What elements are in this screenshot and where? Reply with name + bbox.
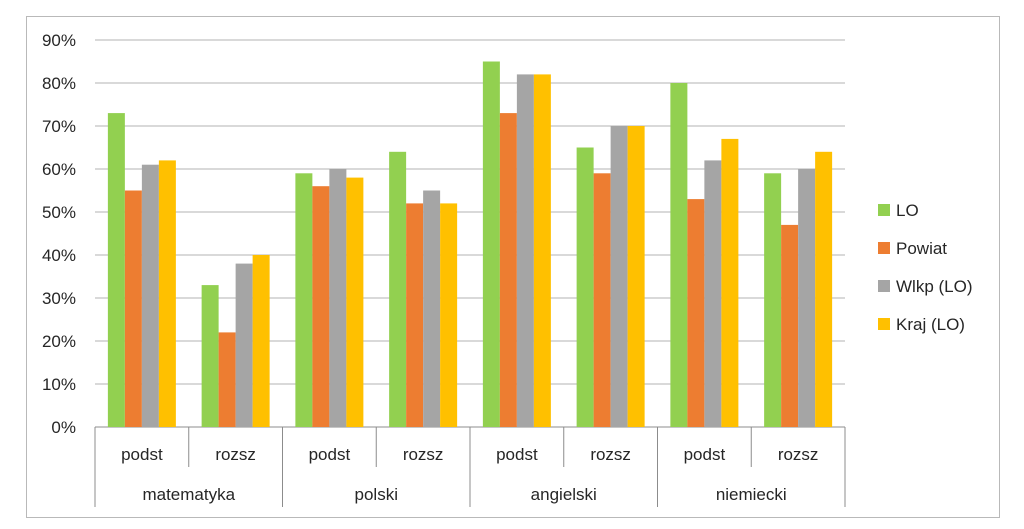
legend-label: Kraj (LO): [896, 315, 965, 334]
y-tick-label: 90%: [42, 31, 76, 50]
bar-wlkp-lo-0: [141, 164, 159, 427]
x-tick-label: podst: [496, 445, 538, 464]
bar-kraj-lo-7: [815, 151, 833, 428]
x-group-label: matematyka: [142, 485, 235, 504]
legend-swatch: [878, 318, 890, 330]
x-group-label: polski: [355, 485, 398, 504]
y-tick-label: 40%: [42, 246, 76, 265]
bar-lo-0: [107, 113, 125, 427]
y-tick-label: 10%: [42, 375, 76, 394]
x-tick-label: podst: [121, 445, 163, 464]
bar-powiat-6: [687, 199, 705, 427]
y-tick-label: 70%: [42, 117, 76, 136]
bar-wlkp-lo-1: [235, 263, 253, 427]
bar-kraj-lo-4: [533, 74, 551, 428]
bar-lo-5: [576, 147, 594, 427]
bar-wlkp-lo-4: [516, 74, 534, 428]
legend-label: Powiat: [896, 239, 947, 258]
bar-lo-6: [670, 83, 688, 427]
bars: [107, 61, 833, 428]
bar-lo-2: [295, 173, 313, 427]
bar-wlkp-lo-3: [423, 190, 441, 427]
bar-lo-7: [764, 173, 782, 427]
y-tick-label: 50%: [42, 203, 76, 222]
y-tick-label: 20%: [42, 332, 76, 351]
legend-label: Wlkp (LO): [896, 277, 973, 296]
bar-powiat-2: [312, 186, 330, 427]
x-tick-label: rozsz: [215, 445, 256, 464]
bar-kraj-lo-2: [346, 177, 364, 427]
bar-powiat-4: [499, 113, 517, 427]
bar-kraj-lo-1: [252, 255, 270, 427]
legend-swatch: [878, 204, 890, 216]
y-tick-label: 30%: [42, 289, 76, 308]
x-group-label: niemiecki: [716, 485, 787, 504]
bar-kraj-lo-5: [627, 126, 645, 427]
x-tick-label: podst: [684, 445, 726, 464]
y-axis-tick-labels: 0% 10% 20% 30% 40% 50% 60% 70% 80% 90%: [42, 31, 76, 437]
bar-powiat-3: [406, 203, 424, 427]
x-tick-label: rozsz: [590, 445, 631, 464]
x-group-label: angielski: [531, 485, 597, 504]
x-axis: podst rozsz podst rozsz podst rozsz podst rozsz…: [94, 427, 846, 507]
bar-powiat-5: [593, 173, 611, 427]
y-tick-label: 60%: [42, 160, 76, 179]
bar-kraj-lo-6: [721, 138, 739, 427]
bar-wlkp-lo-2: [329, 169, 347, 427]
y-tick-label: 80%: [42, 74, 76, 93]
bar-powiat-7: [781, 224, 799, 427]
x-tick-label: rozsz: [403, 445, 444, 464]
bar-lo-1: [201, 285, 219, 427]
bar-lo-4: [482, 61, 500, 427]
legend-swatch: [878, 280, 890, 292]
bar-powiat-0: [124, 190, 142, 427]
bar-kraj-lo-3: [440, 203, 458, 427]
bar-lo-3: [389, 151, 407, 428]
legend: LO Powiat Wlkp (LO) Kraj (LO): [878, 201, 973, 334]
bar-kraj-lo-0: [158, 160, 176, 427]
bar-powiat-1: [218, 332, 236, 427]
x-tick-label: podst: [309, 445, 351, 464]
x-tick-label: rozsz: [778, 445, 819, 464]
bar-wlkp-lo-6: [704, 160, 722, 427]
legend-label: LO: [896, 201, 919, 220]
bar-wlkp-lo-7: [798, 169, 816, 427]
y-tick-label: 0%: [51, 418, 76, 437]
legend-swatch: [878, 242, 890, 254]
bar-wlkp-lo-5: [610, 126, 628, 427]
